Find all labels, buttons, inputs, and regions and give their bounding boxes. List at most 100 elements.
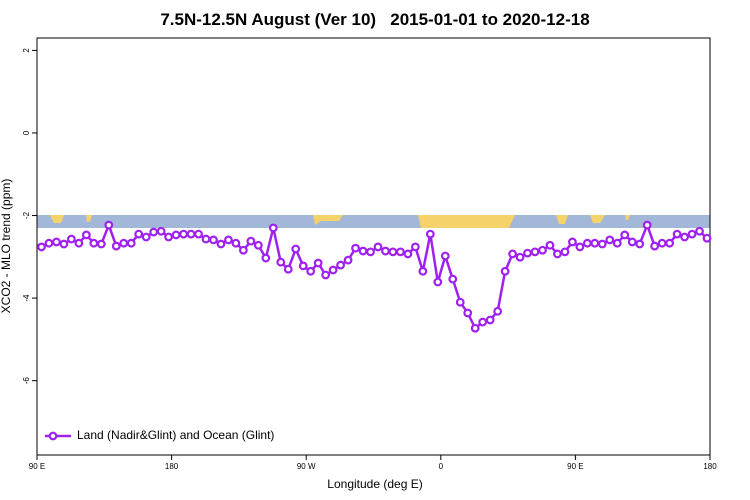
data-point bbox=[89, 238, 99, 248]
data-point bbox=[44, 238, 54, 248]
data-point bbox=[37, 242, 46, 252]
data-point bbox=[388, 247, 398, 257]
data-point bbox=[620, 230, 630, 240]
data-point bbox=[418, 266, 428, 276]
data-point bbox=[119, 238, 129, 248]
data-point bbox=[74, 238, 84, 248]
data-point bbox=[81, 230, 91, 240]
data-point bbox=[530, 247, 540, 257]
series bbox=[37, 220, 712, 333]
data-point bbox=[500, 266, 510, 276]
data-point bbox=[321, 270, 331, 280]
surface-band bbox=[37, 215, 710, 228]
x-tick-label: 180 bbox=[165, 462, 179, 471]
x-tick-label: 90 E bbox=[29, 462, 45, 471]
data-point bbox=[283, 264, 293, 274]
plot-frame bbox=[36, 37, 711, 456]
x-tick-label: 0 bbox=[439, 462, 444, 471]
data-point bbox=[687, 229, 697, 239]
data-point bbox=[59, 239, 69, 249]
y-tick-label: -2 bbox=[22, 211, 31, 219]
data-point bbox=[508, 249, 517, 259]
data-point bbox=[313, 258, 323, 268]
ocean-band bbox=[37, 215, 710, 228]
data-point bbox=[194, 229, 203, 239]
chart-title: 7.5N-12.5N August (Ver 10) 2015-01-01 to… bbox=[160, 10, 589, 29]
data-point bbox=[171, 230, 181, 240]
data-point bbox=[328, 265, 338, 275]
data-point bbox=[126, 238, 136, 248]
data-point bbox=[448, 274, 458, 284]
data-point bbox=[336, 260, 345, 270]
data-point bbox=[66, 234, 76, 244]
data-point bbox=[291, 244, 301, 254]
data-point bbox=[695, 226, 704, 236]
data-point bbox=[253, 240, 263, 250]
data-point bbox=[612, 238, 622, 248]
data-point bbox=[478, 317, 488, 327]
data-point bbox=[470, 323, 480, 333]
data-point bbox=[164, 232, 174, 242]
data-point bbox=[149, 227, 159, 237]
data-point bbox=[366, 247, 375, 257]
data-point bbox=[52, 237, 61, 247]
data-point bbox=[351, 243, 360, 253]
data-point bbox=[605, 235, 615, 245]
y-tick-label: -4 bbox=[22, 294, 31, 302]
data-point bbox=[358, 246, 368, 256]
data-point bbox=[575, 242, 585, 252]
data-point bbox=[231, 238, 241, 248]
data-point bbox=[455, 297, 465, 307]
data-point bbox=[298, 261, 308, 271]
data-point bbox=[560, 247, 570, 257]
data-point bbox=[463, 308, 473, 318]
data-point bbox=[343, 255, 353, 265]
data-point bbox=[209, 235, 218, 245]
x-tick-label: 90 E bbox=[567, 462, 583, 471]
data-point bbox=[373, 242, 383, 252]
data-point bbox=[568, 237, 577, 247]
legend-marker bbox=[48, 431, 58, 441]
legend-label: Land (Nadir&Glint) and Ocean (Glint) bbox=[77, 428, 274, 442]
data-point bbox=[246, 236, 256, 246]
data-point bbox=[440, 251, 450, 261]
x-tick-label: 180 bbox=[703, 462, 717, 471]
data-point bbox=[179, 229, 188, 239]
data-point bbox=[261, 253, 271, 263]
data-point bbox=[485, 315, 495, 325]
data-point bbox=[702, 233, 712, 243]
data-point bbox=[238, 245, 248, 255]
data-point bbox=[597, 239, 607, 249]
data-point bbox=[665, 238, 675, 248]
y-tick-label: 0 bbox=[22, 130, 31, 135]
data-point bbox=[523, 248, 532, 258]
data-point bbox=[657, 238, 667, 248]
data-point bbox=[156, 226, 166, 236]
data-point bbox=[553, 249, 562, 259]
y-tick-label: -6 bbox=[22, 377, 31, 385]
data-point bbox=[642, 220, 652, 230]
data-point bbox=[425, 229, 435, 239]
data-point bbox=[680, 232, 689, 242]
data-point bbox=[201, 234, 211, 244]
data-point bbox=[276, 257, 286, 267]
data-point bbox=[141, 232, 151, 242]
x-tick-label: 90 W bbox=[297, 462, 316, 471]
data-point bbox=[582, 238, 592, 248]
data-point bbox=[186, 229, 196, 239]
data-point bbox=[635, 239, 645, 249]
land-band bbox=[50, 215, 630, 228]
data-point bbox=[224, 235, 233, 245]
data-point bbox=[433, 277, 443, 287]
data-point bbox=[672, 229, 682, 239]
data-point bbox=[650, 241, 660, 251]
y-tick-label: 2 bbox=[22, 48, 31, 53]
data-point bbox=[306, 266, 316, 276]
y-axis-label: XCO2 - MLO trend (ppm) bbox=[0, 179, 13, 314]
data-point bbox=[515, 252, 525, 262]
data-point bbox=[493, 306, 503, 316]
data-point bbox=[104, 220, 114, 230]
data-point bbox=[627, 237, 637, 247]
